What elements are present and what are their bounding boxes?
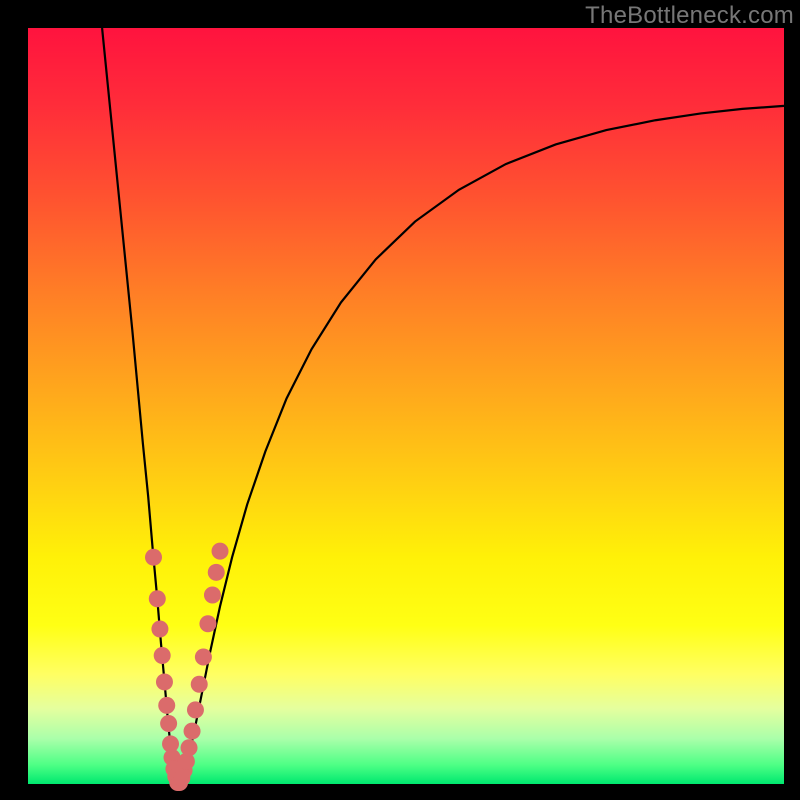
curve-marker [149, 590, 166, 607]
curve-marker [208, 564, 225, 581]
plot-background [28, 28, 784, 784]
curve-marker [156, 673, 173, 690]
curve-marker [191, 676, 208, 693]
curve-marker [184, 723, 201, 740]
curve-marker [204, 587, 221, 604]
watermark-text: TheBottleneck.com [585, 2, 794, 30]
curve-marker [154, 647, 171, 664]
curve-marker [160, 715, 177, 732]
curve-marker [145, 549, 162, 566]
curve-marker [212, 543, 229, 560]
chart-container: TheBottleneck.com [0, 0, 800, 800]
curve-marker [195, 648, 212, 665]
curve-marker [199, 615, 216, 632]
curve-marker [151, 621, 168, 638]
bottleneck-curve-chart [0, 0, 800, 800]
curve-marker [158, 697, 175, 714]
curve-marker [187, 701, 204, 718]
curve-marker [181, 739, 198, 756]
